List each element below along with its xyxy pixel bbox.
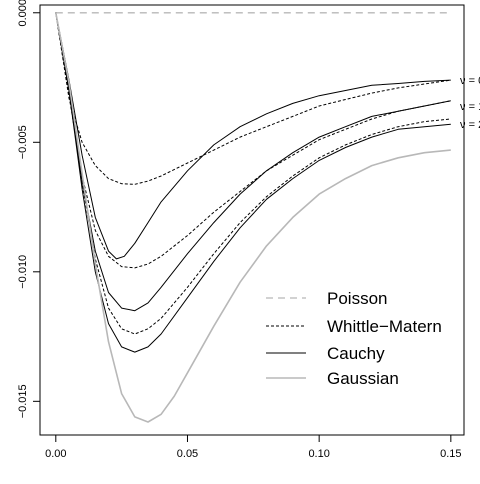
legend: Poisson Whittle−Matern Cauchy Gaussian xyxy=(266,289,442,388)
legend-label-cauchy: Cauchy xyxy=(327,344,385,363)
legend-label-poisson: Poisson xyxy=(327,289,387,308)
series-whittle-matern-nu-1-line xyxy=(56,13,451,268)
nu-labels: ν = 0.5 ν = 1 ν = 2 xyxy=(460,75,480,131)
series-layer xyxy=(56,13,451,422)
y-tick-label: −0.010 xyxy=(17,255,29,289)
x-tick-label: 0.15 xyxy=(440,448,461,460)
series-cauchy-nu-1-line xyxy=(56,13,451,311)
x-tick-label: 0.00 xyxy=(45,448,66,460)
plot-frame xyxy=(40,5,464,435)
legend-label-gaussian: Gaussian xyxy=(327,369,399,388)
series-gaussian-line xyxy=(56,13,451,422)
series-whittle-matern-nu-0-5-line xyxy=(56,13,451,185)
legend-label-whittle-matern: Whittle−Matern xyxy=(327,317,442,336)
nu-label: ν = 2 xyxy=(460,119,480,131)
y-axis: 0.000 −0.005 −0.010 −0.015 xyxy=(17,0,40,418)
nu-label: ν = 1 xyxy=(460,101,480,113)
series-whittle-matern-nu-2-line xyxy=(56,13,451,334)
x-tick-label: 0.05 xyxy=(177,448,198,460)
y-tick-label: −0.015 xyxy=(17,384,29,418)
x-tick-label: 0.10 xyxy=(308,448,329,460)
y-tick-label: 0.000 xyxy=(17,0,29,27)
series-cauchy-nu-0-5-line xyxy=(56,13,451,259)
y-tick-label: −0.005 xyxy=(17,125,29,159)
nu-label: ν = 0.5 xyxy=(460,75,480,87)
x-axis: 0.00 0.05 0.10 0.15 xyxy=(45,435,461,460)
